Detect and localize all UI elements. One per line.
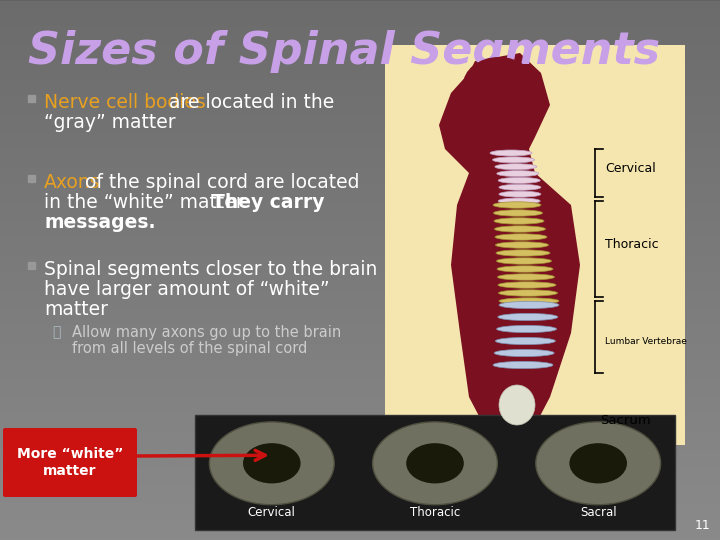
- Ellipse shape: [497, 171, 539, 177]
- Ellipse shape: [495, 234, 547, 240]
- Text: Spinal segments closer to the brain: Spinal segments closer to the brain: [44, 260, 377, 279]
- Text: are located in the: are located in the: [163, 93, 334, 112]
- Text: Nerve cell bodies: Nerve cell bodies: [44, 93, 206, 112]
- Bar: [28, 175, 35, 182]
- Text: Thoracic: Thoracic: [605, 239, 659, 252]
- Text: Sacrum: Sacrum: [600, 415, 651, 428]
- Ellipse shape: [493, 202, 541, 208]
- Ellipse shape: [499, 301, 559, 308]
- Ellipse shape: [490, 150, 532, 156]
- Ellipse shape: [499, 385, 535, 425]
- Text: of the spinal cord are located: of the spinal cord are located: [79, 173, 359, 192]
- Text: Axons: Axons: [44, 173, 101, 192]
- Ellipse shape: [495, 338, 555, 345]
- Text: Cervical: Cervical: [605, 163, 656, 176]
- Ellipse shape: [498, 198, 540, 204]
- Ellipse shape: [498, 290, 557, 296]
- Ellipse shape: [499, 184, 541, 190]
- Text: “gray” matter: “gray” matter: [44, 113, 176, 132]
- Ellipse shape: [496, 250, 550, 256]
- Ellipse shape: [495, 226, 546, 232]
- Ellipse shape: [210, 422, 334, 505]
- Text: 11: 11: [694, 519, 710, 532]
- Ellipse shape: [495, 242, 549, 248]
- Text: They carry: They carry: [212, 193, 325, 212]
- Bar: [28, 95, 35, 102]
- Bar: [385, 45, 685, 445]
- Text: Sizes of Spinal Segments: Sizes of Spinal Segments: [28, 30, 660, 73]
- Ellipse shape: [495, 164, 537, 170]
- Text: Lumbar Vertebrae: Lumbar Vertebrae: [605, 336, 687, 346]
- Ellipse shape: [493, 210, 542, 216]
- Text: Allow many axons go up to the brain: Allow many axons go up to the brain: [72, 325, 341, 340]
- Ellipse shape: [498, 178, 540, 184]
- Ellipse shape: [493, 361, 553, 369]
- Ellipse shape: [406, 443, 464, 483]
- Bar: [195, 415, 675, 530]
- Ellipse shape: [373, 422, 498, 505]
- Ellipse shape: [497, 258, 552, 264]
- Ellipse shape: [498, 313, 558, 321]
- Ellipse shape: [497, 266, 553, 272]
- Text: in the “white” matter.: in the “white” matter.: [44, 193, 260, 212]
- Ellipse shape: [494, 218, 544, 224]
- Ellipse shape: [499, 191, 541, 197]
- Ellipse shape: [463, 57, 535, 113]
- Ellipse shape: [497, 326, 557, 333]
- FancyBboxPatch shape: [3, 428, 137, 497]
- Text: More “white”
matter: More “white” matter: [17, 448, 123, 477]
- Text: matter: matter: [44, 300, 108, 319]
- Text: have larger amount of “white”: have larger amount of “white”: [44, 280, 330, 299]
- Text: messages.: messages.: [44, 213, 156, 232]
- Text: from all levels of the spinal cord: from all levels of the spinal cord: [72, 341, 307, 356]
- Polygon shape: [439, 53, 580, 437]
- Bar: [28, 262, 35, 269]
- Ellipse shape: [499, 298, 559, 304]
- Ellipse shape: [492, 157, 534, 163]
- Text: Cervical: Cervical: [248, 505, 296, 518]
- Ellipse shape: [498, 274, 554, 280]
- Ellipse shape: [243, 443, 301, 483]
- Ellipse shape: [494, 349, 554, 356]
- Text: Thoracic: Thoracic: [410, 505, 460, 518]
- Text: Sacral: Sacral: [580, 505, 616, 518]
- Ellipse shape: [536, 422, 661, 505]
- Ellipse shape: [498, 282, 556, 288]
- Text: Ⓣ: Ⓣ: [52, 325, 60, 339]
- Ellipse shape: [570, 443, 627, 483]
